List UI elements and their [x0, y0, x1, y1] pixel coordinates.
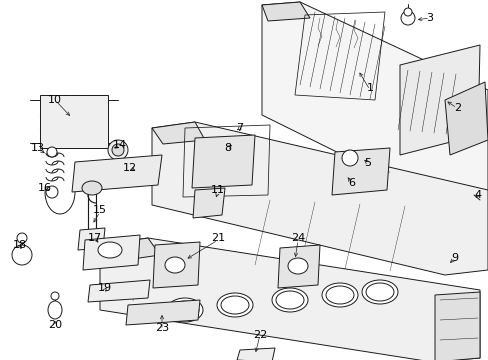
Ellipse shape	[112, 144, 124, 156]
Text: 13: 13	[31, 143, 45, 153]
Text: 20: 20	[48, 320, 62, 330]
Ellipse shape	[167, 298, 203, 322]
Text: 21: 21	[210, 233, 224, 243]
Polygon shape	[153, 242, 200, 288]
Ellipse shape	[400, 11, 414, 25]
Ellipse shape	[108, 140, 128, 160]
Ellipse shape	[287, 258, 307, 274]
Polygon shape	[88, 280, 150, 302]
Polygon shape	[83, 235, 140, 270]
Polygon shape	[192, 135, 254, 188]
Ellipse shape	[46, 186, 58, 198]
Text: 18: 18	[13, 240, 27, 250]
Polygon shape	[444, 82, 487, 155]
Ellipse shape	[51, 292, 59, 300]
Text: 9: 9	[450, 253, 458, 263]
Ellipse shape	[82, 181, 102, 195]
Polygon shape	[262, 2, 309, 21]
Polygon shape	[78, 228, 105, 250]
Ellipse shape	[17, 233, 27, 243]
Polygon shape	[193, 188, 224, 218]
Ellipse shape	[48, 301, 62, 319]
Text: 14: 14	[113, 140, 127, 150]
Text: 2: 2	[453, 103, 461, 113]
Ellipse shape	[361, 280, 397, 304]
Ellipse shape	[341, 150, 357, 166]
Text: 16: 16	[38, 183, 52, 193]
Polygon shape	[72, 155, 162, 192]
Polygon shape	[126, 300, 200, 325]
Text: 22: 22	[252, 330, 266, 340]
Text: 3: 3	[426, 13, 433, 23]
Text: 4: 4	[473, 190, 481, 200]
Ellipse shape	[98, 242, 122, 258]
Polygon shape	[331, 148, 389, 195]
Ellipse shape	[47, 147, 57, 157]
Text: 10: 10	[48, 95, 62, 105]
Text: 19: 19	[98, 283, 112, 293]
Ellipse shape	[12, 245, 32, 265]
Polygon shape	[237, 348, 274, 360]
Ellipse shape	[271, 288, 307, 312]
Text: 12: 12	[122, 163, 137, 173]
Text: 23: 23	[155, 323, 169, 333]
Text: 15: 15	[93, 205, 107, 215]
Polygon shape	[278, 245, 319, 288]
Text: 24: 24	[290, 233, 305, 243]
Polygon shape	[434, 292, 479, 360]
Text: 11: 11	[210, 185, 224, 195]
Ellipse shape	[164, 257, 184, 273]
Polygon shape	[40, 95, 108, 148]
Ellipse shape	[321, 283, 357, 307]
Polygon shape	[152, 122, 204, 144]
Ellipse shape	[403, 8, 411, 16]
Polygon shape	[399, 45, 479, 155]
Text: 5: 5	[364, 158, 371, 168]
Polygon shape	[100, 238, 160, 262]
Polygon shape	[262, 2, 487, 208]
Ellipse shape	[217, 293, 252, 317]
Text: 6: 6	[348, 178, 355, 188]
Polygon shape	[100, 238, 479, 360]
Text: 1: 1	[366, 83, 373, 93]
Text: 8: 8	[224, 143, 231, 153]
Text: 7: 7	[236, 123, 243, 133]
Text: 17: 17	[88, 233, 102, 243]
Polygon shape	[152, 122, 487, 275]
